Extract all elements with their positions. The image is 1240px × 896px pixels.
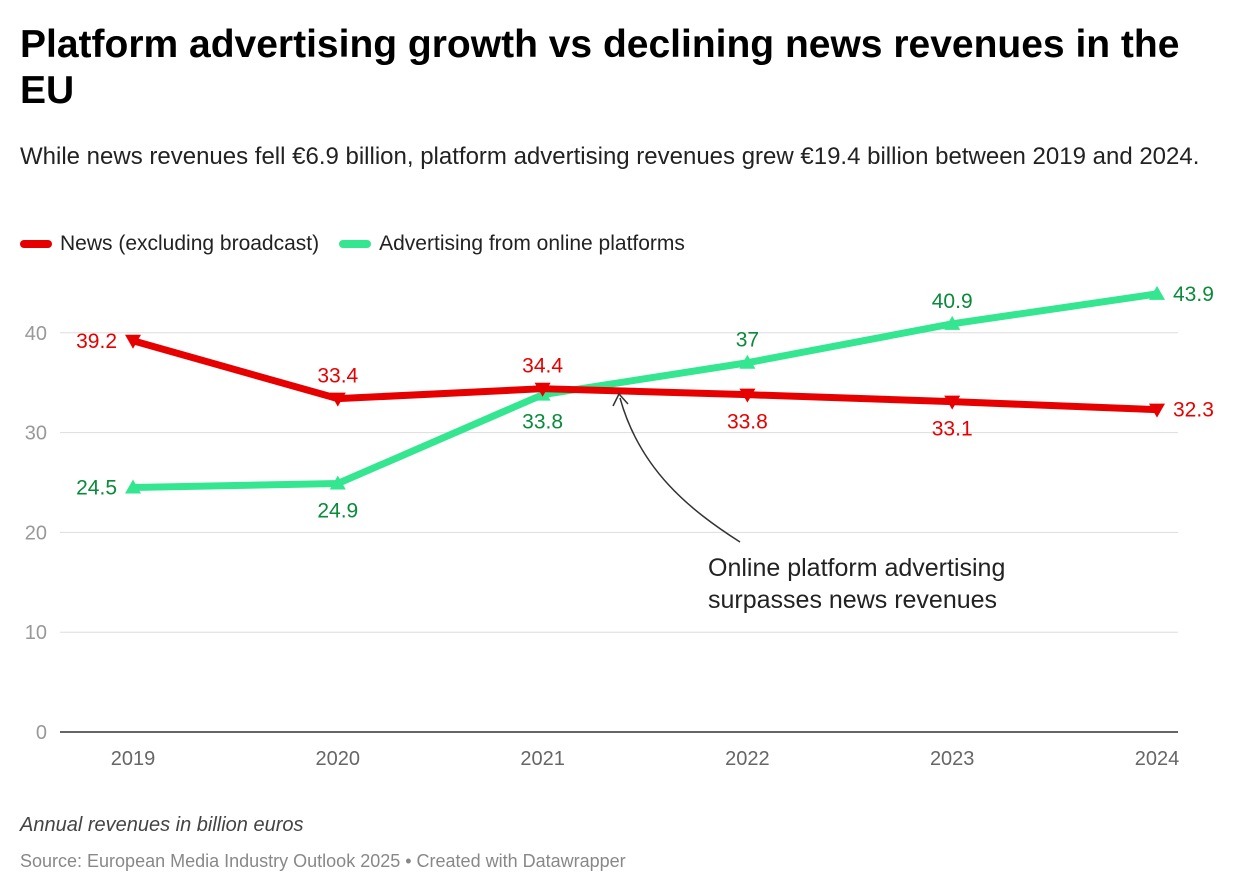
x-tick-label: 2024: [1135, 748, 1180, 770]
legend-swatch-news: [20, 240, 52, 248]
data-label: 39.2: [76, 330, 117, 353]
legend: News (excluding broadcast) Advertising f…: [20, 232, 685, 256]
data-point-marker: [944, 315, 961, 330]
y-tick-label: 30: [25, 423, 47, 445]
x-tick-label: 2019: [111, 748, 156, 770]
data-point-marker: [329, 392, 346, 407]
data-label: 37: [736, 329, 759, 352]
data-label: 24.5: [76, 476, 117, 499]
data-label: 40.9: [932, 290, 973, 313]
data-point-marker: [534, 382, 551, 397]
y-tick-label: 0: [36, 722, 47, 744]
legend-swatch-platforms: [339, 240, 372, 248]
data-point-marker: [1149, 403, 1165, 418]
data-label: 32.3: [1173, 399, 1214, 422]
chart-title: Platform advertising growth vs declining…: [20, 23, 1180, 112]
source-note: Source: European Media Industry Outlook …: [20, 851, 626, 871]
data-point-marker: [329, 475, 346, 490]
data-label: 33.4: [317, 365, 358, 388]
data-label: 43.9: [1173, 283, 1214, 306]
data-point-marker: [125, 334, 141, 349]
x-tick-label: 2023: [930, 748, 975, 770]
data-label: 33.1: [932, 418, 973, 441]
data-point-marker: [739, 354, 756, 369]
series-line-platforms: [129, 290, 1161, 491]
annotation-text: Online platform advertising: [708, 554, 1005, 582]
chart-subtitle: While news revenues fell €6.9 billion, p…: [20, 143, 1200, 170]
data-point-marker: [1149, 285, 1165, 300]
data-label: 24.9: [317, 499, 358, 522]
y-tick-label: 20: [25, 522, 47, 544]
legend-item-news: News (excluding broadcast): [20, 232, 319, 256]
legend-label: Advertising from online platforms: [379, 232, 685, 255]
annotation-arrowhead-icon: [612, 392, 629, 407]
data-label: 34.4: [522, 355, 563, 378]
units-note: Annual revenues in billion euros: [20, 814, 304, 836]
data-point-marker: [125, 479, 141, 494]
x-tick-label: 2020: [316, 748, 361, 770]
data-label: 33.8: [727, 411, 768, 434]
data-point-marker: [944, 395, 961, 410]
legend-item-platforms: Advertising from online platforms: [339, 232, 685, 256]
y-tick-label: 10: [25, 622, 47, 644]
annotation-arrow: [619, 397, 741, 543]
series-line-news: [129, 337, 1161, 414]
y-tick-label: 40: [25, 323, 47, 345]
data-point-marker: [739, 388, 756, 403]
data-label: 33.8: [522, 411, 563, 434]
x-tick-label: 2022: [725, 748, 770, 770]
legend-label: News (excluding broadcast): [60, 232, 320, 255]
annotation-text: surpasses news revenues: [708, 586, 997, 614]
x-tick-label: 2021: [520, 748, 565, 770]
